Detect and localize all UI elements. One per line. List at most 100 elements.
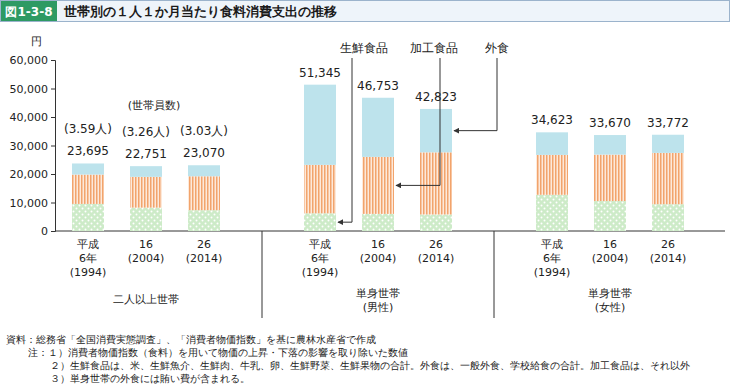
bar-segment bbox=[652, 135, 684, 153]
y-tick-label: 0 bbox=[41, 225, 48, 238]
title: 世帯別の１人１か月当たり食料消費支出の推移 bbox=[63, 4, 337, 19]
category-label-line: 6年 bbox=[543, 252, 561, 265]
y-tick: 10,000 bbox=[10, 197, 56, 210]
group-separator bbox=[494, 231, 495, 318]
group-label: 単身世帯(女性) bbox=[588, 287, 632, 314]
group-label-line: 二人以上世帯 bbox=[113, 293, 179, 306]
group-label: 単身世帯(男性) bbox=[356, 287, 400, 314]
bar-segment bbox=[420, 214, 452, 231]
y-tick: 20,000 bbox=[10, 168, 56, 181]
bar-segment bbox=[420, 109, 452, 152]
legend-leader bbox=[338, 58, 352, 222]
y-axis-line bbox=[51, 61, 56, 232]
category-label-line: (2014) bbox=[650, 252, 687, 265]
bar-segment bbox=[652, 204, 684, 231]
bar-segment bbox=[188, 165, 220, 176]
bars bbox=[72, 85, 684, 231]
legend-leader bbox=[396, 58, 440, 185]
bar-segment bbox=[304, 213, 336, 231]
category-label-line: 16 bbox=[603, 238, 617, 251]
category-label-line: 16 bbox=[371, 238, 385, 251]
y-tick-mark bbox=[51, 203, 55, 204]
category-label-line: 平成 bbox=[309, 238, 331, 251]
total-label: 34,623 bbox=[531, 113, 573, 127]
y-tick-label: 60,000 bbox=[10, 54, 49, 67]
legend-label: 加工食品 bbox=[410, 41, 458, 55]
category-label-line: 6年 bbox=[79, 252, 97, 265]
y-tick: 0 bbox=[41, 225, 55, 238]
y-tick-mark bbox=[51, 60, 55, 61]
figure-number-box bbox=[1, 1, 57, 21]
y-tick-label: 30,000 bbox=[10, 140, 49, 153]
total-label: 46,753 bbox=[357, 79, 399, 93]
bar-segment bbox=[652, 153, 684, 204]
total-label: 22,751 bbox=[125, 147, 167, 161]
category-label-line: 6年 bbox=[311, 252, 329, 265]
category-label-line: (1994) bbox=[302, 266, 339, 279]
category-label-line: (2014) bbox=[418, 252, 455, 265]
y-tick-mark bbox=[51, 146, 55, 147]
category-label-line: 26 bbox=[429, 238, 443, 251]
y-axis: 0 10,000 20,000 30,000 40,000 50,000 60,000 bbox=[10, 54, 56, 238]
bar-segment bbox=[130, 208, 162, 231]
bar-segment bbox=[594, 201, 626, 231]
note: 注：１）消費者物価指数（食料）を用いて物価の上昇・下落の影響を取り除いた数値 bbox=[28, 347, 408, 358]
title-bar bbox=[1, 1, 730, 22]
bar-segment bbox=[362, 98, 394, 157]
y-tick: 50,000 bbox=[10, 83, 56, 96]
group-label: 二人以上世帯 bbox=[113, 293, 179, 306]
bar-segment bbox=[188, 210, 220, 231]
group-label-line: 単身世帯 bbox=[588, 287, 632, 300]
bar-segment bbox=[72, 163, 104, 174]
y-tick: 40,000 bbox=[10, 111, 56, 124]
household-size: (3.26人) bbox=[122, 125, 170, 139]
bar-segment bbox=[130, 166, 162, 177]
legend-leader bbox=[454, 58, 497, 131]
y-tick-mark bbox=[51, 89, 55, 90]
category-label: 16(2004) bbox=[360, 238, 397, 265]
y-tick-label: 10,000 bbox=[10, 197, 49, 210]
bar-segment bbox=[72, 175, 104, 204]
y-tick-mark bbox=[51, 117, 55, 118]
category-label-line: 平成 bbox=[541, 238, 563, 251]
bar-segment bbox=[536, 132, 568, 155]
category-label: 26(2014) bbox=[186, 238, 223, 265]
y-tick-mark bbox=[51, 174, 55, 175]
note: 資料：総務省「全国消費実態調査」、「消費者物価指数」を基に農林水産省で作成 bbox=[6, 334, 376, 345]
category-label: 平成6年(1994) bbox=[534, 238, 571, 279]
y-tick: 60,000 bbox=[10, 54, 56, 67]
bar-segment bbox=[188, 176, 220, 210]
category-label-line: (2004) bbox=[592, 252, 629, 265]
bar-segment bbox=[72, 204, 104, 231]
total-label: 33,772 bbox=[647, 116, 689, 130]
bar-segment bbox=[362, 157, 394, 214]
household-size-title: (世帯員数) bbox=[128, 99, 181, 112]
group-label-line: 単身世帯 bbox=[356, 287, 400, 300]
household-size: (3.59人) bbox=[64, 122, 112, 136]
y-tick-mark bbox=[51, 231, 55, 232]
category-label: 26(2014) bbox=[418, 238, 455, 265]
group-label-line: (男性) bbox=[363, 301, 394, 314]
category-label-line: (2014) bbox=[186, 252, 223, 265]
bar-segment bbox=[594, 135, 626, 155]
y-unit: 円 bbox=[31, 35, 42, 48]
category-label: 平成6年(1994) bbox=[302, 238, 339, 279]
category-label-line: 26 bbox=[661, 238, 675, 251]
figure-number: 図1-3-8 bbox=[5, 5, 52, 19]
chart: 図1-3-8 世帯別の１人１か月当たり食料消費支出の推移 0 10,000 20,000… bbox=[0, 0, 730, 387]
bar-segment bbox=[362, 214, 394, 231]
bar-segment bbox=[536, 195, 568, 231]
category-label: 平成6年(1994) bbox=[70, 238, 107, 279]
legend-label: 生鮮食品 bbox=[340, 41, 388, 55]
category-label: 26(2014) bbox=[650, 238, 687, 265]
category-label-line: 平成 bbox=[77, 238, 99, 251]
bar-segment bbox=[304, 165, 336, 213]
group-separator bbox=[262, 231, 263, 318]
y-tick: 30,000 bbox=[10, 140, 56, 153]
total-label: 33,670 bbox=[589, 116, 631, 130]
group-label-line: (女性) bbox=[595, 301, 626, 314]
household-size: (3.03人) bbox=[180, 124, 228, 138]
total-label: 42,823 bbox=[415, 90, 457, 104]
category-label: 16(2004) bbox=[128, 238, 165, 265]
bar-segment bbox=[420, 152, 452, 214]
